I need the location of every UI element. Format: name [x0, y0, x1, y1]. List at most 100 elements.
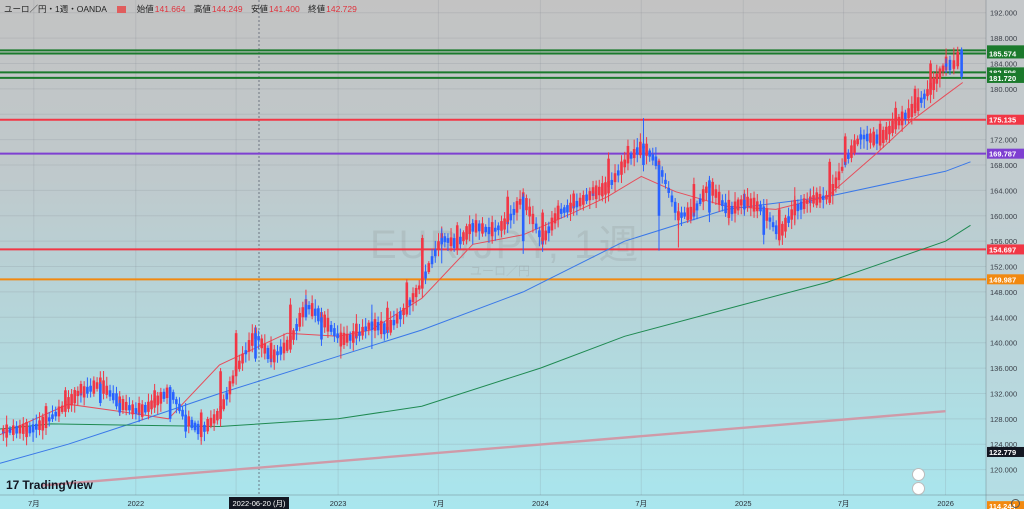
candle — [433, 240, 437, 263]
candle — [73, 387, 77, 413]
candle — [421, 234, 424, 286]
candle — [54, 406, 58, 421]
candle-body — [503, 218, 506, 230]
candle — [440, 228, 444, 264]
candle-body — [414, 287, 418, 298]
candle-body — [566, 205, 569, 213]
candle-body — [216, 410, 219, 421]
candle-body — [556, 206, 560, 213]
candle-body — [667, 187, 670, 193]
candle — [82, 381, 86, 406]
candle — [812, 186, 815, 208]
price-tag-bg — [987, 446, 1024, 457]
candle — [850, 139, 853, 163]
y-tick-label: 152.000 — [990, 263, 1017, 272]
candle — [837, 162, 841, 189]
candle — [759, 200, 762, 216]
candle-body — [695, 203, 699, 211]
candle — [345, 325, 349, 347]
candle — [342, 326, 346, 349]
candle — [124, 394, 128, 416]
candle-body — [711, 181, 714, 196]
y-tick-label: 124.000 — [990, 440, 1017, 449]
ohlc-low-label: 安値 — [250, 4, 268, 14]
candle — [424, 264, 427, 285]
candle-body — [137, 402, 141, 413]
candle-body — [572, 193, 575, 207]
candle-body — [897, 116, 901, 126]
candle — [285, 336, 289, 353]
tradingview-brand[interactable]: 17 TradingView — [6, 478, 93, 492]
candle-body — [686, 207, 690, 221]
candle — [79, 380, 83, 397]
y-tick-label: 128.000 — [990, 415, 1017, 424]
candle — [952, 47, 956, 70]
candle — [187, 410, 191, 434]
candle — [856, 135, 859, 147]
candle — [181, 406, 184, 420]
candle — [282, 333, 286, 361]
candle — [449, 228, 453, 252]
y-tick-label: 144.000 — [990, 313, 1017, 322]
candle — [648, 148, 651, 162]
candle-body — [616, 170, 620, 176]
candle-body — [960, 52, 963, 77]
y-tick-label: 180.000 — [990, 85, 1017, 94]
candle — [698, 193, 702, 207]
candle-body — [446, 238, 450, 243]
ohlc-open-value: 141.664 — [154, 4, 186, 14]
candle — [468, 215, 471, 242]
candle — [95, 377, 99, 392]
price-tag-label: 122.779 — [989, 448, 1016, 457]
y-tick-label: 168.000 — [990, 161, 1017, 170]
price-tag-label: 181.720 — [989, 74, 1016, 83]
globe-icon[interactable] — [912, 468, 925, 481]
candle-body — [531, 213, 535, 225]
candle-body — [156, 395, 160, 406]
candle — [556, 203, 560, 226]
candle — [414, 284, 418, 306]
candle-body — [752, 197, 756, 212]
candle-body — [247, 340, 251, 352]
candle — [323, 311, 326, 333]
candle-body — [534, 223, 538, 230]
candle — [664, 173, 667, 189]
candle — [680, 206, 683, 226]
y-tick-label: 160.000 — [990, 212, 1017, 221]
candle — [705, 181, 708, 201]
candle-body — [629, 153, 633, 159]
candle-body — [885, 126, 888, 140]
candle-body — [263, 343, 267, 354]
record-icon[interactable] — [912, 482, 925, 495]
candle — [279, 339, 283, 361]
candle-body — [108, 390, 112, 397]
candle-body — [673, 201, 677, 213]
candle-body — [250, 333, 254, 346]
candle — [196, 420, 200, 440]
candle — [408, 297, 412, 316]
candle-body — [430, 256, 434, 265]
candle — [313, 299, 317, 323]
candle — [140, 400, 144, 421]
candle — [840, 158, 844, 174]
candle-body — [891, 120, 894, 133]
candle — [575, 193, 579, 216]
price-tag-label: 114.244 — [989, 502, 1017, 509]
candle-body — [664, 179, 667, 185]
candle-body — [295, 324, 298, 331]
candle-body — [468, 224, 471, 235]
candle — [272, 344, 276, 370]
candle — [411, 287, 415, 312]
candle — [784, 214, 787, 238]
candle-body — [692, 184, 696, 213]
candle — [493, 219, 497, 241]
candle-body — [147, 401, 150, 412]
candle — [247, 332, 251, 361]
candle-body — [455, 225, 459, 245]
settings-icon[interactable] — [1011, 499, 1020, 508]
candle-body — [12, 425, 15, 435]
x-tick-label: 2024 — [532, 499, 549, 508]
candle — [743, 193, 746, 216]
